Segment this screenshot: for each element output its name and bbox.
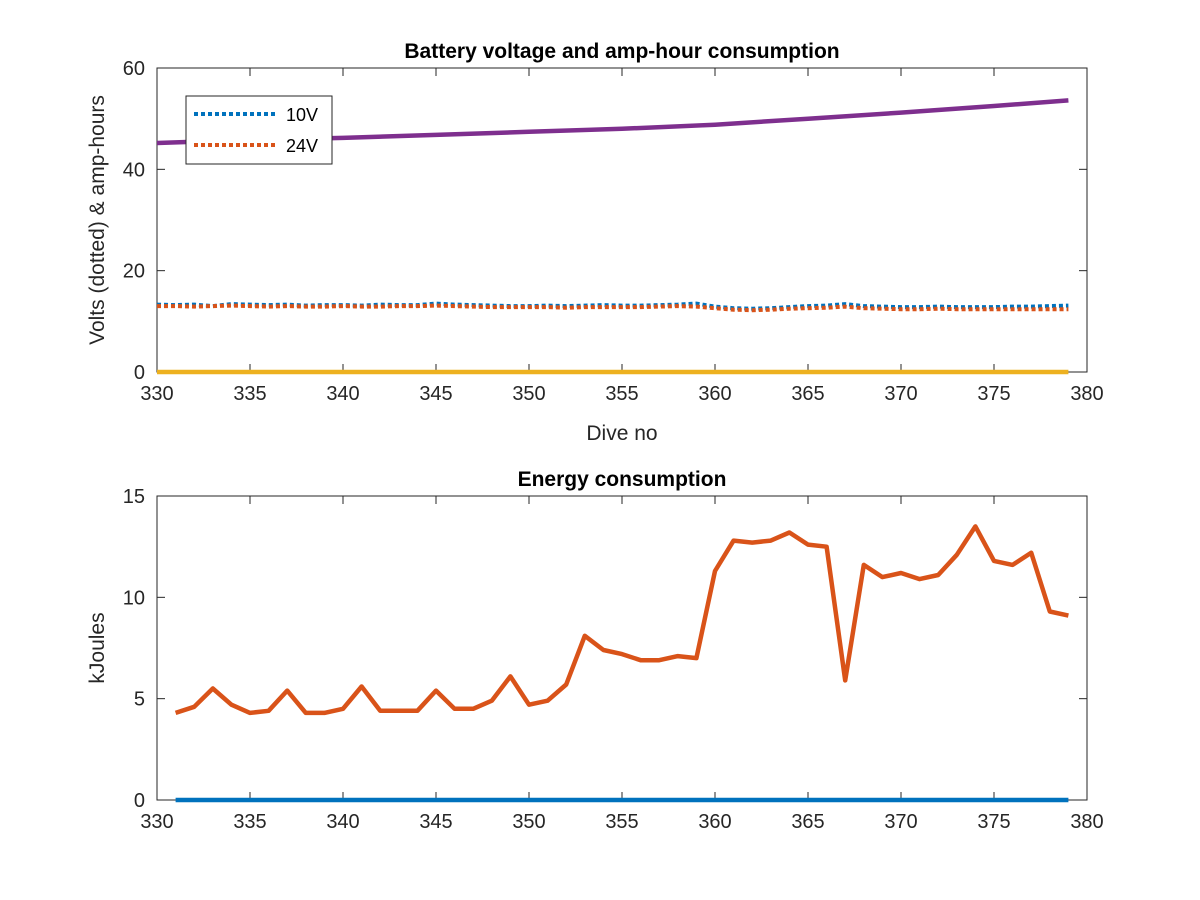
y-axis-label: Volts (dotted) & amp-hours [86,95,109,345]
y-tick-label: 5 [134,689,145,711]
y-tick-label: 20 [123,261,145,283]
legend-entry-label: 24V [286,136,318,156]
x-axis-label: Dive no [586,422,657,445]
x-tick-label: 380 [1070,811,1103,833]
chart-panel-2: 330 335 340 345 350 355 360 365 370 375 380 0 5 10 15 E… [86,468,1104,833]
x-tick-label: 380 [1070,383,1103,405]
y-tick-label: 0 [134,362,145,384]
series-line-1 [174,524,1069,716]
x-tick-label: 365 [791,383,824,405]
x-tick-label: 355 [605,383,638,405]
legend-box [185,95,333,165]
chart-panel-1: 330 335 340 345 350 355 360 365 370 375 380 0 20 40 60… [86,40,1104,445]
x-tick-label: 350 [512,811,545,833]
x-tick-label: 365 [791,811,824,833]
x-tick-label: 355 [605,811,638,833]
plot-area-frame [156,495,1088,801]
x-tick-label: 375 [977,811,1010,833]
x-tick-label: 370 [884,383,917,405]
y-tick-label: 10 [123,587,145,609]
chart-title: Energy consumption [518,468,727,491]
x-tick-label: 350 [512,383,545,405]
x-tick-label: 330 [140,811,173,833]
x-tick-label: 340 [326,383,359,405]
x-tick-label: 375 [977,383,1010,405]
x-tick-label: 360 [698,811,731,833]
x-tick-label: 345 [419,383,452,405]
y-tick-label: 0 [134,790,145,812]
x-tick-label: 335 [233,383,266,405]
x-tick-label: 370 [884,811,917,833]
x-tick-label: 360 [698,383,731,405]
x-tick-label: 340 [326,811,359,833]
legend: 10V 24V [185,95,333,165]
x-tick-label: 330 [140,383,173,405]
x-tick-label: 345 [419,811,452,833]
x-tick-label: 335 [233,811,266,833]
y-tick-label: 40 [123,159,145,181]
legend-entry-label: 10V [286,105,318,125]
y-tick-label: 15 [123,486,145,508]
y-axis-label: kJoules [86,612,109,683]
series-line-24v [157,303,1069,313]
y-tick-label: 60 [123,58,145,80]
chart-title: Battery voltage and amp-hour consumption [404,40,839,63]
